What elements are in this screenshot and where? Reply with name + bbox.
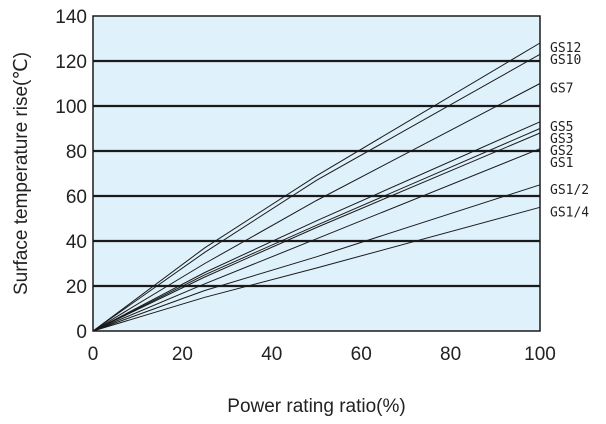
x-tick-label: 40	[261, 344, 282, 365]
x-tick-label: 60	[351, 344, 372, 365]
y-tick-labels: 0 20 40 60 80 100 120 140	[55, 7, 87, 343]
y-tick-label: 60	[66, 187, 87, 208]
y-tick-label: 100	[55, 97, 87, 118]
series-label-gs1-2: GS1/2	[550, 183, 589, 198]
y-axis-title: Surface temperature rise(℃)	[11, 52, 32, 295]
y-tick-label: 120	[55, 52, 87, 73]
y-tick-label: 140	[55, 7, 87, 28]
y-tick-label: 20	[66, 277, 87, 298]
x-tick-labels: 0 20 40 60 80 100	[88, 344, 556, 365]
series-label-gs10: GS10	[550, 53, 581, 68]
x-axis-title: Power rating ratio(%)	[227, 396, 405, 417]
series-label-gs1: GS1	[550, 156, 573, 171]
x-tick-label: 80	[440, 344, 461, 365]
y-tick-label: 0	[76, 322, 87, 343]
x-tick-label: 100	[524, 344, 556, 365]
y-tick-label: 80	[66, 142, 87, 163]
x-tick-label: 20	[172, 344, 193, 365]
series-label-gs1-4: GS1/4	[550, 205, 589, 220]
y-tick-label: 40	[66, 232, 87, 253]
series-label-gs7: GS7	[550, 82, 573, 97]
x-tick-label: 0	[88, 344, 99, 365]
